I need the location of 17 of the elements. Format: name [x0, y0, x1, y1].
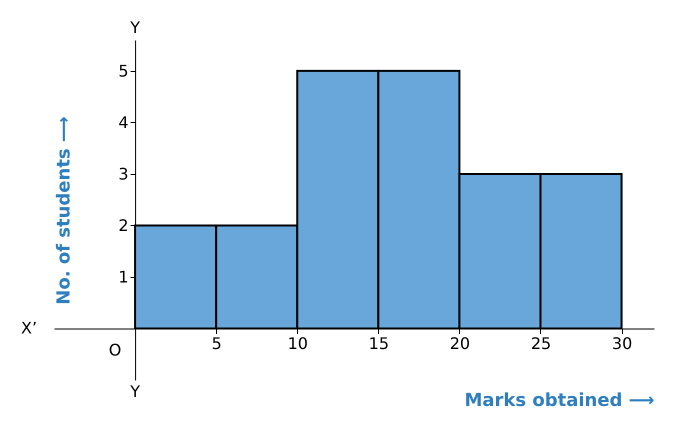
text: X’ — [20, 318, 38, 338]
y-axis-title: No. of students ⟶ — [53, 116, 74, 305]
y-tick-label: 3 — [118, 164, 129, 184]
x-tick-label: 25 — [530, 334, 552, 353]
y-tick-label: 1 — [118, 267, 129, 286]
x-tick-label: 5 — [212, 334, 222, 353]
x-tick-label: 10 — [288, 334, 308, 353]
y-tick-label: 2 — [118, 216, 129, 235]
x-axis-title: Marks obtained ⟶ — [464, 390, 654, 411]
x-tick-label: 15 — [368, 334, 390, 353]
x-tick-label: 20 — [450, 334, 470, 353]
x-tick-label: 30 — [612, 334, 632, 353]
y-tick-label: 4 — [118, 112, 129, 132]
y-tick-label: 5 — [118, 61, 129, 80]
annotation: O — [108, 340, 122, 360]
text: Y — [129, 382, 140, 401]
text: Y — [129, 18, 140, 37]
